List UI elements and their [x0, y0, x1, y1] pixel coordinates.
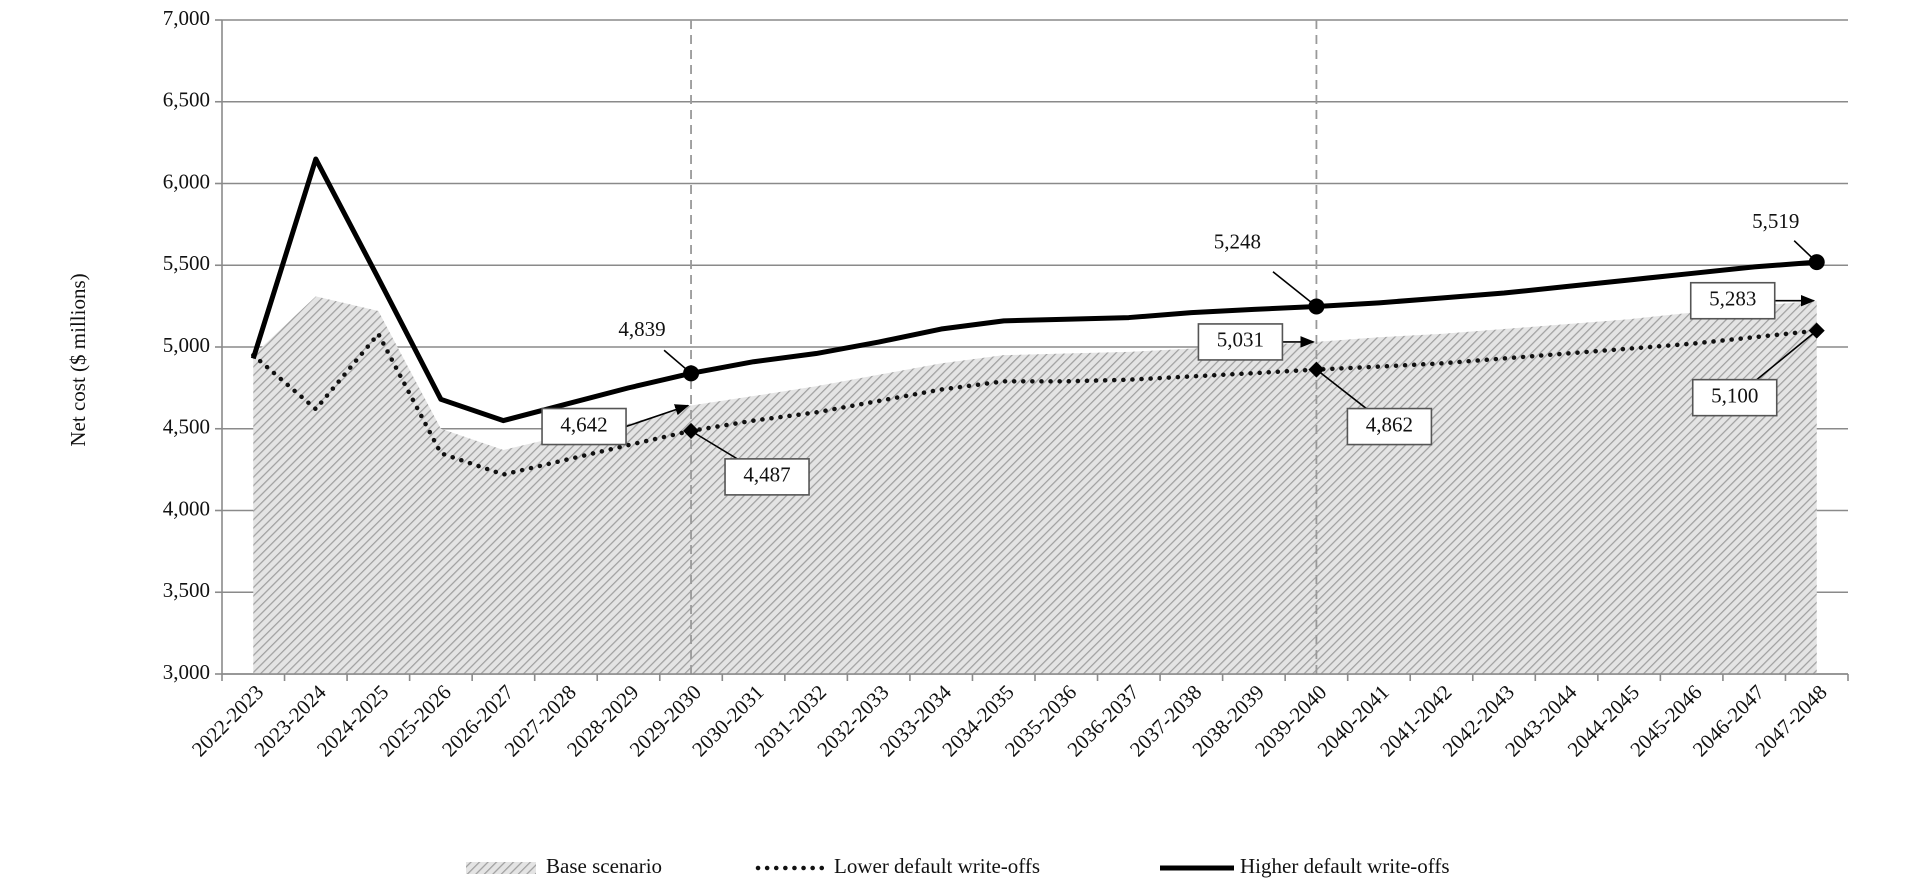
y-axis-label: Net cost ($ millions) [66, 273, 90, 446]
line [251, 328, 1819, 477]
marker [683, 365, 700, 382]
data-label: 4,862 [1366, 412, 1413, 436]
data-label: 5,283 [1709, 287, 1756, 311]
area [253, 296, 1817, 674]
callout-box [1691, 378, 1778, 417]
data-label: 5,031 [1217, 328, 1264, 352]
data-label: 5,519 [1752, 209, 1799, 233]
legend-label: Lower default write-offs [834, 854, 1040, 878]
callout-box [1346, 407, 1433, 446]
callout-box [541, 407, 627, 446]
y-tick-label: 7,000 [163, 6, 210, 30]
marker [1808, 254, 1825, 271]
y-tick-label: 5,000 [163, 333, 210, 357]
marker [1308, 298, 1325, 315]
legend-swatch [466, 862, 536, 874]
data-label: 5,100 [1711, 383, 1758, 407]
marker [1808, 322, 1825, 339]
data-label: 5,248 [1214, 229, 1261, 253]
legend-label: Base scenario [546, 854, 662, 878]
y-tick-label: 5,500 [163, 251, 210, 275]
data-label: 4,839 [618, 317, 665, 341]
data-label: 4,642 [560, 412, 607, 436]
marker [1308, 361, 1325, 378]
callout-box [1689, 281, 1776, 320]
y-tick-label: 6,000 [163, 169, 210, 193]
y-tick-label: 4,500 [163, 415, 210, 439]
data-label: 4,487 [743, 463, 790, 487]
line [250, 156, 1817, 424]
callout-line [1272, 271, 1317, 308]
legend-label: Higher default write-offs [1240, 854, 1450, 878]
y-tick-label: 3,500 [163, 578, 210, 602]
y-tick-label: 3,000 [163, 660, 210, 684]
marker [683, 422, 700, 439]
callout-box [724, 458, 810, 496]
y-tick-label: 6,500 [163, 88, 210, 112]
callout-box [1197, 323, 1284, 361]
callout-arrow [625, 404, 690, 428]
y-tick-label: 4,000 [163, 496, 210, 520]
